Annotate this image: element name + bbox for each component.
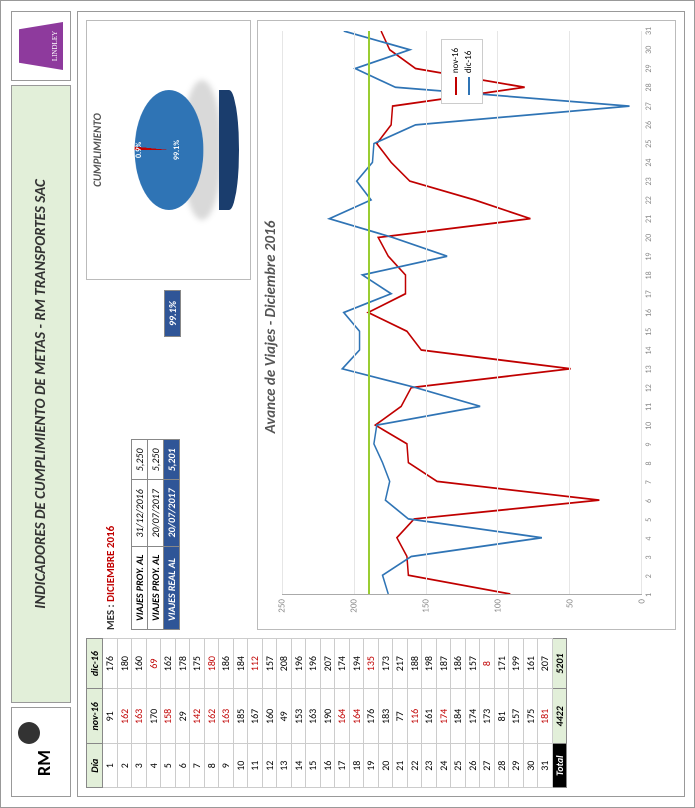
table-row: 31181207	[538, 639, 553, 788]
pie-chart: 0.9% 99.1%	[104, 25, 234, 275]
pie-box: CUMPLIMIENTO 0.9% 99.1%	[86, 20, 251, 280]
x-axis: 1234567891011121314151617181920212223242…	[642, 31, 658, 595]
kpi-table: VIAJES PROY. AL31/12/20165,250VIAJES PRO…	[131, 439, 180, 630]
table-row: 22116188	[407, 639, 422, 788]
table-row: 29157199	[509, 639, 524, 788]
chart-lines	[282, 31, 641, 594]
kpi-row: VIAJES PROY. AL20/07/20175,250	[148, 440, 164, 630]
table-row: 25184186	[451, 639, 466, 788]
page: RM INDICADORES DE CUMPLIMIENTO DE METAS …	[0, 0, 695, 808]
table-row: 19176135	[364, 639, 379, 788]
col-dic: dic-16	[87, 639, 103, 689]
page-title: INDICADORES DE CUMPLIMIENTO DE METAS - R…	[32, 179, 50, 608]
globe-icon	[18, 722, 40, 744]
table-row: 23161198	[422, 639, 437, 788]
y-axis: 050100150200250	[282, 595, 642, 623]
pie-small-label: 0.9%	[134, 142, 144, 158]
table-row: 191176	[103, 639, 118, 788]
col-dia: Día	[87, 744, 103, 788]
table-row: 3163160	[132, 639, 147, 788]
table-row: 18164194	[349, 639, 364, 788]
table-row: 15163196	[306, 639, 321, 788]
pie-title: CUMPLIMIENTO	[91, 25, 104, 275]
plot-area	[282, 31, 642, 595]
table-row: 5158162	[161, 639, 176, 788]
table-row: 26174157	[465, 639, 480, 788]
kpi-row: VIAJES PROY. AL31/12/20165,250	[132, 440, 148, 630]
title-box: INDICADORES DE CUMPLIMIENTO DE METAS - R…	[11, 85, 71, 703]
legend: nov-16dic-16	[441, 39, 483, 104]
chart-area: 050100150200250 nov-16dic-16	[282, 31, 642, 623]
table-row: 11167112	[248, 639, 263, 788]
table-row: 271738	[480, 639, 495, 788]
table-row: 8162180	[204, 639, 219, 788]
table-row: 10185184	[233, 639, 248, 788]
table-row: 14153196	[291, 639, 306, 788]
table-row: 24174187	[436, 639, 451, 788]
table-row: 629178	[175, 639, 190, 788]
table-row: 12160157	[262, 639, 277, 788]
table-row: 2177217	[393, 639, 408, 788]
kpi-row: VIAJES REAL AL20/07/20175,201	[164, 440, 180, 630]
table-row: 9163186	[219, 639, 234, 788]
total-nov: 4422	[552, 689, 567, 744]
pie-big-label: 99.1%	[172, 140, 182, 160]
body: Día nov-16 dic-16 1911762162180316316041…	[77, 11, 685, 797]
kpi-block: MES : DICIEMBRE 2016 VIAJES PROY. AL31/1…	[86, 290, 251, 630]
chart-title: Avance de Viajes - Diciembre 2016	[262, 31, 280, 623]
rm-logo: RM	[28, 728, 55, 776]
table-row: 17164174	[335, 639, 350, 788]
total-label: Total	[552, 744, 567, 788]
legend-item: dic-16	[463, 48, 474, 95]
table-row: 30175161	[523, 639, 538, 788]
daily-table: Día nov-16 dic-16 1911762162180316316041…	[86, 638, 567, 788]
kpi-row: MES : DICIEMBRE 2016 VIAJES PROY. AL31/1…	[86, 20, 251, 630]
total-dic: 5201	[552, 639, 567, 689]
table-row: 16190207	[320, 639, 335, 788]
table-row: 417069	[146, 639, 161, 788]
lindley-logo: LINDLEY	[19, 22, 63, 70]
table-row: 1349208	[277, 639, 292, 788]
kpi-pct: 99.1%	[164, 290, 181, 337]
rm-logo-box: RM	[11, 707, 71, 797]
table-row: 2162180	[117, 639, 132, 788]
col-nov: nov-16	[87, 689, 103, 744]
legend-item: nov-16	[450, 48, 461, 95]
table-row: 2881171	[494, 639, 509, 788]
header: RM INDICADORES DE CUMPLIMIENTO DE METAS …	[11, 11, 71, 797]
table-row: 7142175	[190, 639, 205, 788]
data-table-column: Día nov-16 dic-16 1911762162180316316041…	[86, 638, 676, 788]
line-chart-box: Avance de Viajes - Diciembre 2016 050100…	[257, 20, 676, 630]
month-label: MES : DICIEMBRE 2016	[104, 290, 117, 630]
table-row: 20183173	[378, 639, 393, 788]
right-column: MES : DICIEMBRE 2016 VIAJES PROY. AL31/1…	[86, 20, 676, 630]
lindley-logo-box: LINDLEY	[11, 11, 71, 81]
